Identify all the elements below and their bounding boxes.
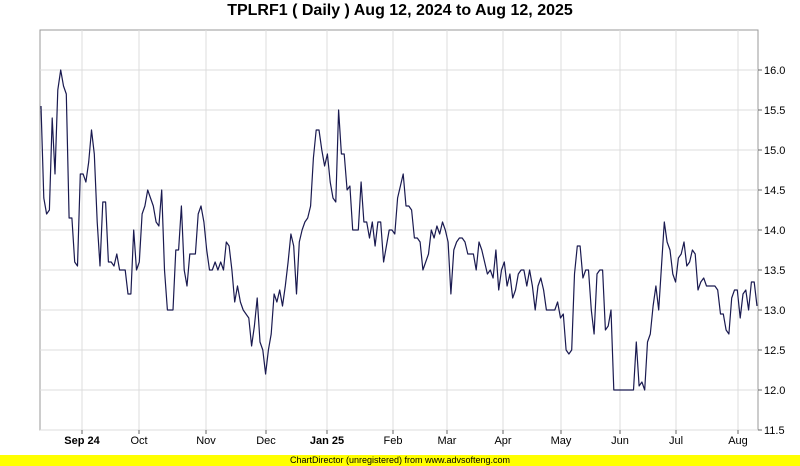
footer-watermark: ChartDirector (unregistered) from www.ad… [0, 455, 800, 466]
y-tick-label: 13.5 [764, 265, 785, 277]
x-axis: Sep 24 Oct Nov Dec Jan 25 Feb Mar Apr May Jun Jul A… [64, 430, 748, 447]
price-series-line [40, 69, 758, 391]
y-tick-label: 14.5 [764, 185, 785, 197]
chart-title: TPLRF1 ( Daily ) Aug 12, 2024 to Aug 12,… [227, 2, 573, 19]
x-tick-label: Feb [384, 435, 403, 447]
y-tick-label: 14.0 [764, 225, 785, 237]
x-tick-label: Jul [669, 435, 683, 447]
x-tick-label: May [551, 435, 572, 447]
line-chart: 11.5 12.0 12.5 13.0 13.5 14.0 14.5 15.0 15.5 16.0… [39, 29, 785, 447]
y-tick-label: 12.0 [764, 385, 785, 397]
x-tick-label: Jan 25 [310, 435, 344, 447]
y-tick-label: 16.0 [764, 65, 785, 77]
y-axis: 11.5 12.0 12.5 13.0 13.5 14.0 14.5 15.0 15.5 16.0 [758, 65, 785, 437]
y-tick-label: 11.5 [764, 425, 785, 437]
x-tick-label: Nov [196, 435, 216, 447]
x-tick-label: Mar [438, 435, 457, 447]
x-tick-label: Apr [494, 435, 511, 447]
x-tick-label: Oct [130, 435, 147, 447]
x-tick-label: Sep 24 [64, 435, 100, 447]
x-tick-label: Jun [611, 435, 629, 447]
y-tick-label: 12.5 [764, 345, 785, 357]
x-tick-label: Dec [256, 435, 276, 447]
y-tick-label: 15.0 [764, 145, 785, 157]
x-tick-label: Aug [728, 435, 748, 447]
y-tick-label: 13.0 [764, 305, 785, 317]
series-layer [40, 69, 758, 391]
y-tick-label: 15.5 [764, 105, 785, 117]
